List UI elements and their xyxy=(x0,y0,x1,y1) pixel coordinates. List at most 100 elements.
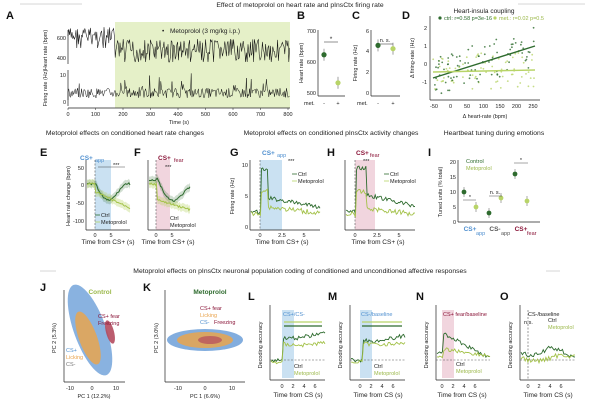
scatter-point xyxy=(476,54,479,57)
i-ytick-label: 0 xyxy=(453,220,456,226)
g-ytick-5: 5 xyxy=(245,194,248,200)
mean-point xyxy=(335,80,341,86)
i-ylabel: Tuned units (% total) xyxy=(438,167,444,218)
scatter-point xyxy=(488,45,491,47)
decoding-panels: L CS+/CS- Decoding accuracy Ctrl Metopro… xyxy=(248,291,576,399)
scatter-point xyxy=(519,82,522,84)
k-label-freezing: Freezing xyxy=(214,320,235,326)
scatter-point xyxy=(490,87,492,90)
scatter-point xyxy=(511,73,514,76)
panel-i: I Control Metoprolol Tuned units (% tota… xyxy=(428,147,540,237)
scatter-point xyxy=(441,58,444,60)
g-legend-ctrl: Ctrl xyxy=(298,172,307,178)
n-legend-ctrl: Ctrl xyxy=(456,362,465,368)
scatter-point xyxy=(509,54,512,56)
panel-f-letter: F xyxy=(134,147,141,159)
h-xtick-0: 0 xyxy=(353,233,356,239)
c-ylabel: Firing rate (Hz) xyxy=(353,44,359,81)
c-sig: n. s. xyxy=(380,38,391,44)
scatter-point xyxy=(479,73,481,76)
i-point xyxy=(461,189,467,195)
panel-b: B 500 600 700 Heart rate (bpm) * met. - … xyxy=(297,10,345,107)
d-xtick-label: 100 xyxy=(479,104,488,110)
firing-rate-trace xyxy=(67,73,290,100)
o-xtick-6: 6 xyxy=(559,384,562,390)
panel-o-letter: O xyxy=(500,291,509,303)
e-ytick-50: 50 xyxy=(78,166,84,172)
h-xtick-25: 2.5 xyxy=(373,233,381,239)
panel-j: J Control CS+ fear Freezing CS+ Licking … xyxy=(40,282,125,400)
scatter-point xyxy=(477,55,480,58)
scatter-point xyxy=(438,65,441,68)
i-group-3-sub: fear xyxy=(527,231,537,237)
d-ytick-m1: -1 xyxy=(422,80,427,86)
scatter-point xyxy=(459,60,462,62)
b-ytick-600: 600 xyxy=(307,60,316,66)
k-xtick-m10: -10 xyxy=(174,386,182,392)
e-cs-label: CS+ xyxy=(80,155,93,162)
h-cs-label: CS+ xyxy=(356,150,369,157)
c-xtick-minus: - xyxy=(377,101,379,107)
j-label-freezing: Freezing xyxy=(98,321,119,327)
panel-j-letter: J xyxy=(40,282,46,294)
panel-k: K Metoprolol CS+ fear Licking CS- Freezi… xyxy=(143,282,245,400)
scatter-point xyxy=(501,75,504,78)
heart-rate-trace xyxy=(67,27,290,63)
panel-k-letter: K xyxy=(143,282,151,294)
j-xtick-m10: -10 xyxy=(66,386,74,392)
panel-e: E CS+ app *** Heart rate change (bpm) 50… xyxy=(40,147,135,246)
scatter-point xyxy=(440,80,443,83)
scatter-point xyxy=(477,80,480,83)
scatter-point xyxy=(492,55,494,58)
scatter-point xyxy=(474,75,477,78)
scatter-point xyxy=(448,67,451,69)
scatter-point xyxy=(506,80,509,82)
figure-header: Effect of metoprolol on heart rate and p… xyxy=(216,2,383,9)
scatter-point xyxy=(506,60,509,62)
g-sig: *** xyxy=(288,159,295,165)
o-xtick-0: 0 xyxy=(526,384,529,390)
i-sig-2: n. s. xyxy=(490,190,501,196)
o-xtick-4: 4 xyxy=(548,384,551,390)
a-xtick-label: 400 xyxy=(173,112,182,118)
h-legend-ctrl: Ctrl xyxy=(390,172,399,178)
e-ytick-m50: -50 xyxy=(76,201,84,207)
scatter-point xyxy=(435,66,437,69)
scatter-point xyxy=(443,77,445,79)
mean-point xyxy=(375,42,381,49)
scatter-point xyxy=(447,89,449,92)
g-xtick-5: 5 xyxy=(302,233,305,239)
scatter-point xyxy=(491,65,494,68)
scatter-point xyxy=(465,56,468,59)
scatter-point xyxy=(509,48,512,51)
o-xtick-2: 2 xyxy=(537,384,540,390)
d-ytick-0: 0 xyxy=(424,62,427,68)
b-xtext: met. xyxy=(304,101,315,107)
g-ytick-10: 10 xyxy=(242,163,248,169)
b-ytick-700: 700 xyxy=(307,29,316,35)
panel-g-letter: G xyxy=(230,147,239,159)
i-group-1: CS+ xyxy=(464,226,477,233)
scatter-point xyxy=(516,85,519,88)
n-xtick-2: 2 xyxy=(451,384,454,390)
scatter-point xyxy=(439,55,442,58)
n-xtick-6: 6 xyxy=(473,384,476,390)
e-ytick-m100: -100 xyxy=(73,219,84,225)
m-legend-met: Metoprolol xyxy=(374,371,400,377)
l-xtick-4: 4 xyxy=(302,384,305,390)
d-xtick-label: 50 xyxy=(464,104,470,110)
f-legend-met: Metoprolol xyxy=(170,223,196,229)
scatter-point xyxy=(447,57,450,59)
g-xtick-25: 2.5 xyxy=(278,233,286,239)
k-ellipse-freezing xyxy=(198,336,222,344)
scatter-point xyxy=(513,68,516,71)
scatter-point xyxy=(495,38,498,41)
scatter-point xyxy=(514,52,517,55)
svg-text:•: • xyxy=(162,28,165,35)
scatter-point xyxy=(527,71,530,73)
scatter-point xyxy=(520,41,523,43)
scatter-point xyxy=(533,77,535,79)
scatter-point xyxy=(469,74,472,76)
m-xtick-2: 2 xyxy=(369,384,372,390)
g-ylabel: Firing rate (Hz) xyxy=(230,177,236,214)
